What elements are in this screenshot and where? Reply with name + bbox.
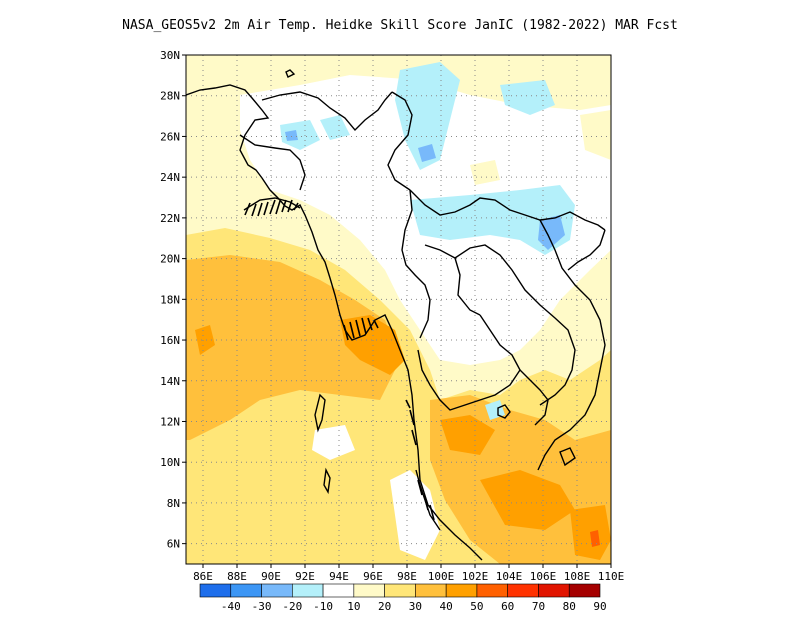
lon-tick-label: 102E [462,570,489,583]
lon-tick-label: 108E [564,570,591,583]
lon-tick-label: 106E [530,570,557,583]
lon-tick-label: 90E [261,570,281,583]
skill-region-light-blue-6 [485,400,505,420]
colorbar-swatch [568,583,601,598]
skill-region-light-blue-1 [395,62,460,170]
lon-tick-label: 86E [193,570,213,583]
lon-tick-label: 94E [329,570,349,583]
lat-tick-label: 30N [160,49,180,62]
colorbar-swatch [230,583,262,598]
skill-region-mid-blue-3 [285,130,298,141]
lon-tick-label: 104E [496,570,523,583]
skill-region-light-yellow-2 [190,170,235,195]
colorbar-swatch [322,583,355,598]
colorbar-swatch [476,583,508,598]
skill-region-red-orange [590,530,600,547]
colorbar-swatch [199,583,232,598]
skill-region-light-yellow-1 [580,110,611,160]
colorbar-label: 40 [440,600,453,613]
lon-tick-label: 88E [227,570,247,583]
lat-tick-label: 8N [167,497,180,510]
skill-region-light-yellow-3 [470,160,500,185]
skill-region-light-blue-4 [280,120,320,150]
colorbar-swatch [538,583,570,598]
skill-region-orange-5 [195,325,215,355]
lat-tick-label: 16N [160,334,180,347]
figure-title: NASA_GEOS5v2 2m Air Temp. Heidke Skill S… [122,18,678,33]
lat-tick-label: 24N [160,171,180,184]
skill-region-white-west [312,425,355,460]
skill-region-light-blue-3 [500,80,555,115]
skill-region-orange-2 [440,415,495,455]
lat-tick-label: 14N [160,375,180,388]
skill-region-orange-3 [480,470,575,530]
lon-tick-label: 100E [428,570,455,583]
lat-tick-label: 22N [160,212,180,225]
map-axes: 86E 88E 90E 92E 94E 96E 98E 100E 102E 104E 106E 108… [160,49,624,583]
colorbar-swatch [292,583,324,598]
colorbar-label: 90 [593,600,606,613]
lat-tick-label: 18N [160,293,180,306]
colorbar-label: 30 [409,600,422,613]
coastlines [186,69,606,561]
colorbar-label: 80 [563,600,576,613]
lon-tick-label: 96E [363,570,383,583]
colorbar-label: 20 [378,600,391,613]
colorbar-swatch [415,583,447,598]
skill-region-light-blue-5 [320,115,350,140]
lat-tick-label: 10N [160,456,180,469]
lat-tick-label: 12N [160,415,180,428]
skill-region-white-south [390,470,440,560]
colorbar-swatch [384,583,416,598]
skill-region-mid-blue-1 [538,215,565,250]
skill-region-light-blue-2 [410,185,575,255]
colorbar-swatch [507,583,539,598]
map-frame [185,54,612,565]
map-panel [186,55,611,564]
skill-region-light-orange [186,255,400,440]
colorbar-label: 10 [347,600,360,613]
colorbar-swatch [353,583,385,598]
colorbar-label: 50 [470,600,483,613]
skill-region-mid-blue-2 [418,144,436,162]
lat-tick-label: 6N [167,538,180,551]
colorbar-swatch [261,583,293,598]
delta-coast-hatch [244,199,435,521]
colorbar-label: -10 [313,600,333,613]
colorbar-label: -40 [221,600,241,613]
grid-lines [186,55,611,564]
colorbar-label: -20 [282,600,302,613]
colorbar-label: -30 [252,600,272,613]
lon-tick-label: 110E [598,570,625,583]
colorbar: -40 -30 -20 -10 10 20 30 40 50 60 70 80 90 [199,583,607,613]
colorbar-label: 70 [532,600,545,613]
lon-tick-label: 98E [397,570,417,583]
lat-tick-label: 28N [160,90,180,103]
lat-tick-label: 26N [160,130,180,143]
colorbar-swatch [445,583,478,598]
lat-tick-label: 20N [160,253,180,266]
colorbar-label: 60 [501,600,514,613]
lon-tick-label: 92E [295,570,315,583]
